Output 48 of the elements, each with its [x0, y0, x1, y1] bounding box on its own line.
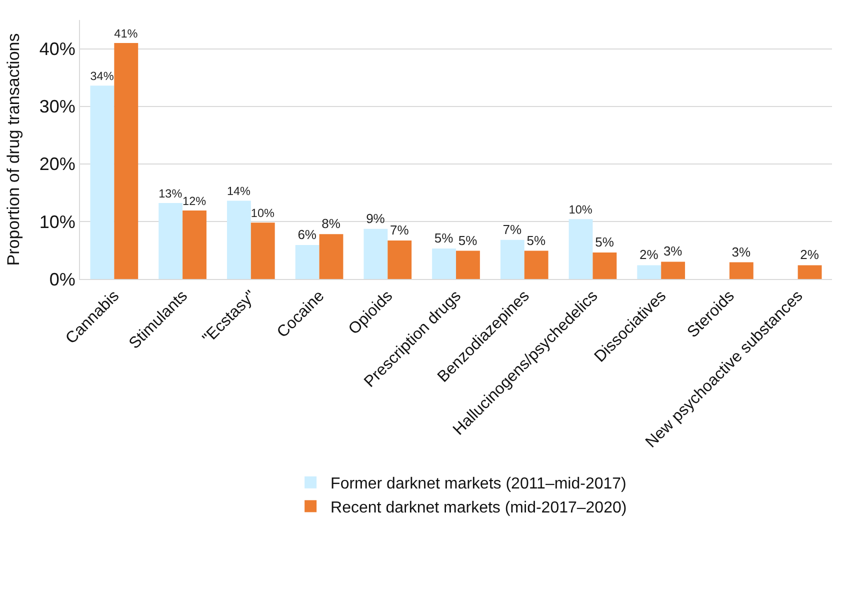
- y-tick-label: 20%: [39, 154, 76, 174]
- data-label: 9%: [366, 210, 386, 226]
- data-label: 7%: [502, 222, 522, 237]
- data-label: 8%: [322, 216, 341, 232]
- data-label: 5%: [526, 232, 546, 248]
- bar: [364, 228, 388, 279]
- data-label: 7%: [390, 222, 410, 238]
- bar: [500, 240, 524, 279]
- bar: [182, 210, 206, 279]
- bar: [456, 250, 480, 279]
- bar: [568, 219, 593, 279]
- data-label: 14%: [226, 185, 252, 198]
- data-label: 5%: [595, 234, 614, 250]
- bar: [661, 262, 686, 279]
- bar: [432, 248, 456, 279]
- y-axis-title: Proportion of drug transactions: [4, 33, 23, 266]
- y-tick-label: 40%: [39, 39, 76, 60]
- data-label: 10%: [250, 206, 275, 220]
- legend-label: Former darknet markets (2011–mid-2017): [330, 476, 626, 493]
- bar: [637, 265, 662, 279]
- bar: [798, 265, 822, 279]
- bar: [524, 250, 548, 279]
- bar: [319, 234, 344, 279]
- bar: [250, 222, 275, 279]
- data-label: 5%: [458, 232, 478, 248]
- data-label: 10%: [568, 203, 593, 216]
- bar: [295, 245, 320, 279]
- bar: [729, 262, 754, 279]
- y-tick-label: 0%: [49, 269, 76, 290]
- data-label: 6%: [298, 227, 317, 242]
- bar: [90, 86, 114, 279]
- y-tick-label: 10%: [39, 212, 76, 232]
- y-tick-label: 30%: [39, 96, 76, 117]
- bar: [158, 203, 183, 279]
- legend-label: Recent darknet markets (mid-2017–2020): [330, 499, 627, 516]
- data-label: 2%: [800, 247, 820, 262]
- data-label: 41%: [114, 27, 138, 40]
- data-label: 3%: [732, 244, 752, 260]
- data-label: 5%: [434, 230, 454, 246]
- bar: [114, 43, 138, 279]
- data-label: 34%: [90, 70, 114, 83]
- data-label: 2%: [640, 247, 659, 262]
- bar: [226, 200, 251, 279]
- data-label: 3%: [663, 244, 683, 259]
- bar: [388, 240, 412, 279]
- bar: [592, 252, 617, 279]
- data-label: 12%: [182, 194, 207, 208]
- data-label: 13%: [158, 187, 183, 200]
